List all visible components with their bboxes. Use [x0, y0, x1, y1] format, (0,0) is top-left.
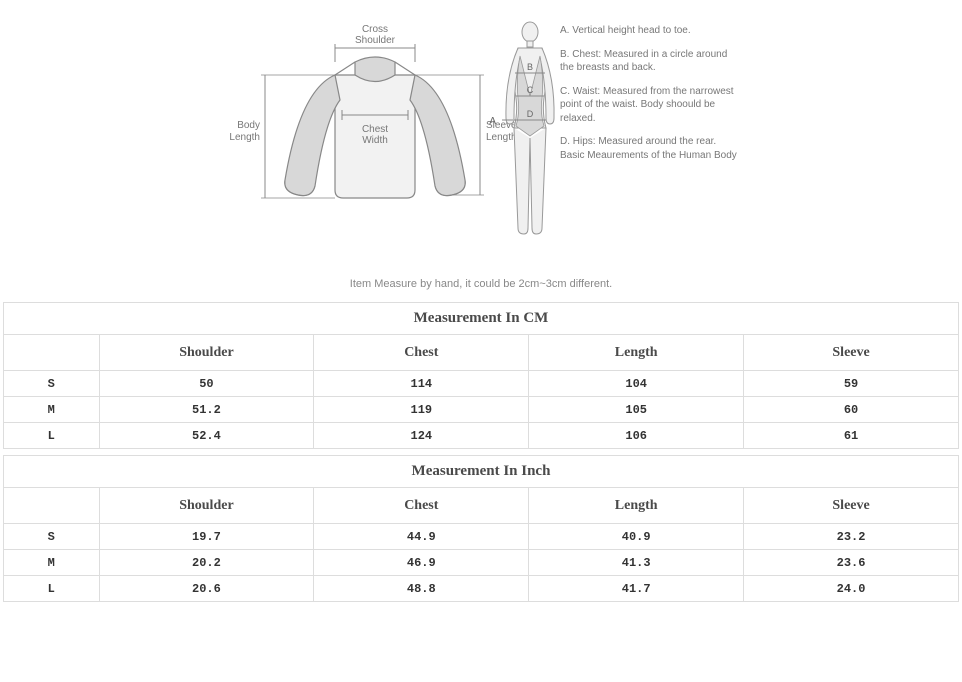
- table-inch-size-header: [4, 488, 100, 524]
- cm-row0-v0: 50: [99, 371, 314, 397]
- cm-row1-v1: 119: [314, 397, 529, 423]
- table-row: S 50 114 104 59: [4, 371, 959, 397]
- table-cm-size-header: [4, 335, 100, 371]
- in-row0-size: S: [4, 524, 100, 550]
- cm-row2-v2: 106: [529, 423, 744, 449]
- in-row1-v3: 23.6: [744, 550, 959, 576]
- table-cm-col-0: Shoulder: [99, 335, 314, 371]
- cm-row1-size: M: [4, 397, 100, 423]
- cm-row2-size: L: [4, 423, 100, 449]
- table-row: M 51.2 119 105 60: [4, 397, 959, 423]
- measurement-note: Item Measure by hand, it could be 2cm~3c…: [0, 278, 962, 290]
- measurement-diagram-svg: Cross Shoulder Body Length Chest Width S…: [0, 0, 962, 270]
- in-row2-v3: 24.0: [744, 576, 959, 602]
- label-body-length-l2: Length: [229, 132, 260, 143]
- table-cm-col-3: Sleeve: [744, 335, 959, 371]
- legend-c: C. Waist: Measured from the narrowest po…: [560, 85, 740, 126]
- cm-row0-v1: 114: [314, 371, 529, 397]
- cm-row0-size: S: [4, 371, 100, 397]
- table-inch-col-0: Shoulder: [99, 488, 314, 524]
- table-inch-col-2: Length: [529, 488, 744, 524]
- table-inch-col-3: Sleeve: [744, 488, 959, 524]
- legend-block: A. Vertical height head to toe. B. Chest…: [560, 24, 740, 172]
- table-cm-title: Measurement In CM: [4, 303, 959, 335]
- table-inch: Measurement In Inch Shoulder Chest Lengt…: [3, 455, 959, 602]
- table-row: S 19.7 44.9 40.9 23.2: [4, 524, 959, 550]
- table-inch-title: Measurement In Inch: [4, 456, 959, 488]
- cm-row2-v3: 61: [744, 423, 959, 449]
- table-inch-col-1: Chest: [314, 488, 529, 524]
- table-row: L 20.6 48.8 41.7 24.0: [4, 576, 959, 602]
- cm-row0-v2: 104: [529, 371, 744, 397]
- table-cm-col-2: Length: [529, 335, 744, 371]
- table-row: M 20.2 46.9 41.3 23.6: [4, 550, 959, 576]
- cm-row1-v3: 60: [744, 397, 959, 423]
- cm-row0-v3: 59: [744, 371, 959, 397]
- table-cm-col-1: Chest: [314, 335, 529, 371]
- body-letter-a: A: [489, 116, 496, 127]
- label-cross-shoulder-l2: Shoulder: [355, 35, 396, 46]
- in-row0-v3: 23.2: [744, 524, 959, 550]
- table-row: L 52.4 124 106 61: [4, 423, 959, 449]
- body-letter-d: D: [527, 109, 534, 119]
- legend-a: A. Vertical height head to toe.: [560, 24, 740, 38]
- table-cm: Measurement In CM Shoulder Chest Length …: [3, 302, 959, 449]
- in-row2-v2: 41.7: [529, 576, 744, 602]
- body-letter-c: C: [527, 85, 534, 95]
- cm-row1-v0: 51.2: [99, 397, 314, 423]
- label-sleeve-length-l2: Length: [486, 132, 517, 143]
- cm-row2-v0: 52.4: [99, 423, 314, 449]
- in-row1-v2: 41.3: [529, 550, 744, 576]
- body-letter-b: B: [527, 62, 533, 72]
- cm-row2-v1: 124: [314, 423, 529, 449]
- label-chest-width-l1: Chest: [362, 124, 388, 135]
- in-row0-v0: 19.7: [99, 524, 314, 550]
- cm-row1-v2: 105: [529, 397, 744, 423]
- in-row0-v1: 44.9: [314, 524, 529, 550]
- in-row1-size: M: [4, 550, 100, 576]
- label-cross-shoulder-l1: Cross: [362, 24, 388, 35]
- in-row1-v0: 20.2: [99, 550, 314, 576]
- legend-d: D. Hips: Measured around the rear. Basic…: [560, 135, 740, 162]
- in-row1-v1: 46.9: [314, 550, 529, 576]
- in-row0-v2: 40.9: [529, 524, 744, 550]
- legend-b: B. Chest: Measured in a circle around th…: [560, 48, 740, 75]
- label-body-length-l1: Body: [237, 120, 260, 131]
- label-chest-width-l2: Width: [362, 135, 388, 146]
- diagram-area: Cross Shoulder Body Length Chest Width S…: [0, 0, 962, 270]
- in-row2-v0: 20.6: [99, 576, 314, 602]
- in-row2-v1: 48.8: [314, 576, 529, 602]
- in-row2-size: L: [4, 576, 100, 602]
- garment-diagram: Cross Shoulder Body Length Chest Width S…: [229, 24, 517, 198]
